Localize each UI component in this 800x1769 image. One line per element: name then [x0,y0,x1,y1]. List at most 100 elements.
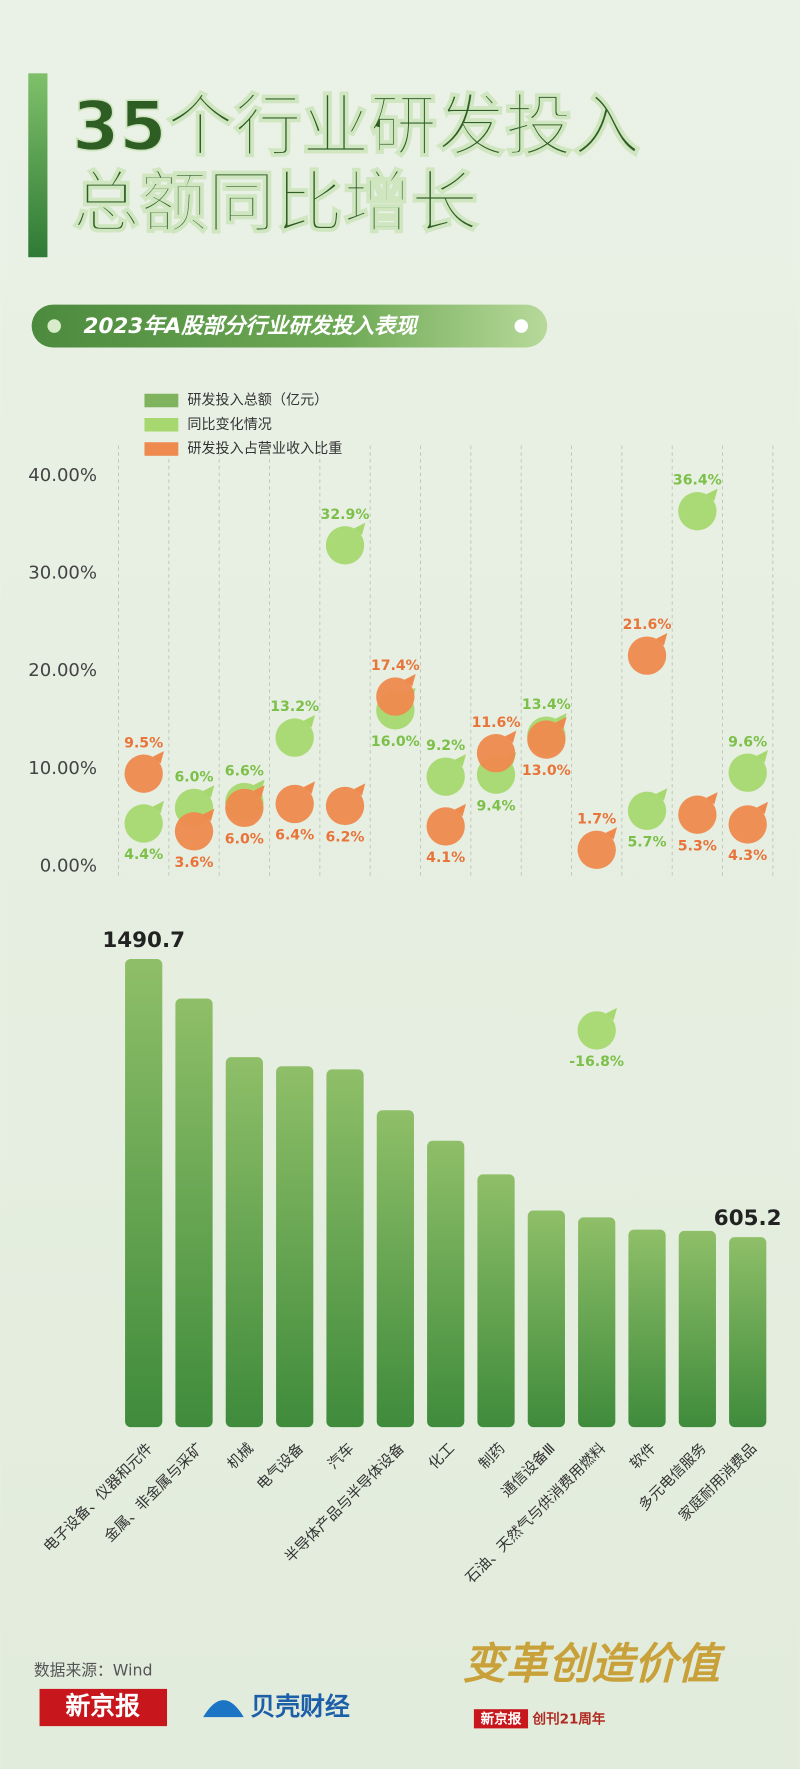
bubble [325,786,365,826]
data-label: 1.7% [577,811,616,827]
bar [678,1230,716,1428]
bubble-tail [454,803,466,817]
data-label: 6.2% [325,830,364,846]
bubble-tail [404,674,416,687]
y-tick-label: 30.00% [28,563,97,584]
legend-label: 同比变化情况 [187,417,272,433]
bar [527,1210,565,1428]
bubble [174,812,214,851]
bubble [124,804,163,843]
data-label: 6.6% [225,764,264,780]
bubble-tail [152,800,164,814]
bubble-tail [656,633,668,646]
data-label: 3.6% [174,855,213,871]
data-label: 9.6% [728,734,767,750]
bubble-tail [605,827,618,840]
badge-box [473,1709,529,1729]
bubble [728,753,767,792]
legend-swatch [144,393,179,408]
bubble [476,734,516,773]
bubble [376,677,415,716]
source: 数据来源：Wind [34,1660,153,1679]
bar [175,998,213,1428]
bubble [225,788,264,828]
bubble [426,807,465,846]
bar-value-label: 1490.7 [102,928,185,953]
bubble-tail [605,1007,618,1021]
chart-title: 总额同比增长 [72,163,478,242]
title-accent [28,73,48,258]
bar [276,1066,314,1428]
data-label: 13.4% [522,697,571,713]
bubble-tail [253,785,265,798]
data-label: -16.8% [569,1054,624,1070]
legend-swatch [144,442,179,456]
data-label: 17.4% [371,658,420,674]
legend-label: 研发投入占营业收入比重 [187,441,342,457]
bar-value-label: 605.2 [714,1206,782,1231]
y-tick-label: 40.00% [28,465,97,486]
data-label: 11.6% [472,715,521,731]
bubble-tail [303,781,315,794]
data-label: 5.7% [627,834,666,850]
bubble-tail [203,785,215,798]
bar [427,1140,465,1428]
bubble-tail [354,783,366,796]
legend-swatch [144,417,179,432]
subtitle: 2023年A股部分行业研发投入表现 [84,314,420,339]
subtitle-pill [31,304,548,348]
pill-dot [514,319,529,333]
pill-dot [47,319,61,333]
y-tick-label: 10.00% [28,758,97,779]
bubble-tail [555,716,567,730]
bar [578,1217,616,1428]
slogan: 变革创造价值 [463,1639,726,1689]
data-label: 9.2% [426,738,465,754]
data-label: 32.9% [321,507,370,523]
logo: 新京报 [66,1692,141,1721]
bubble [124,754,163,793]
bubble [678,795,717,834]
bubble-tail [706,792,718,805]
bar [729,1237,767,1428]
legend-label: 研发投入总额（亿元） [187,393,328,409]
data-label: 5.3% [678,838,717,854]
chart-title: 35个行业研发投入 [72,86,640,165]
bar [477,1174,515,1428]
bar [125,958,163,1428]
bubble-tail [756,801,769,815]
data-label: 16.0% [371,734,420,750]
logo-icon [203,1700,244,1718]
data-label: 4.3% [728,848,767,864]
bar [628,1229,666,1428]
data-label: 4.4% [124,847,163,863]
bar [326,1069,364,1428]
data-label: 6.0% [225,831,264,847]
bubble [325,526,365,565]
bar [376,1110,414,1428]
y-tick-label: 20.00% [28,660,97,681]
bubble [678,491,717,531]
data-label: 21.6% [623,617,672,633]
bubble-tail [706,488,718,502]
bubble-tail [505,730,517,744]
bubble [627,636,667,675]
data-label: 13.0% [522,763,571,779]
y-tick-label: 0.00% [40,855,97,876]
bubble [728,805,767,844]
data-label: 4.1% [426,850,465,866]
data-label: 6.4% [275,828,314,844]
logo-box [39,1688,168,1727]
data-label: 9.4% [476,798,515,814]
bubble [527,720,566,759]
anniversary: 创刊21周年 [532,1710,606,1727]
bar [225,1057,263,1428]
bubble-tail [354,522,366,536]
bubble-tail [303,715,315,728]
logo: 贝壳财经 [251,1692,350,1721]
bubble [577,830,616,870]
data-label: 6.0% [174,769,213,785]
